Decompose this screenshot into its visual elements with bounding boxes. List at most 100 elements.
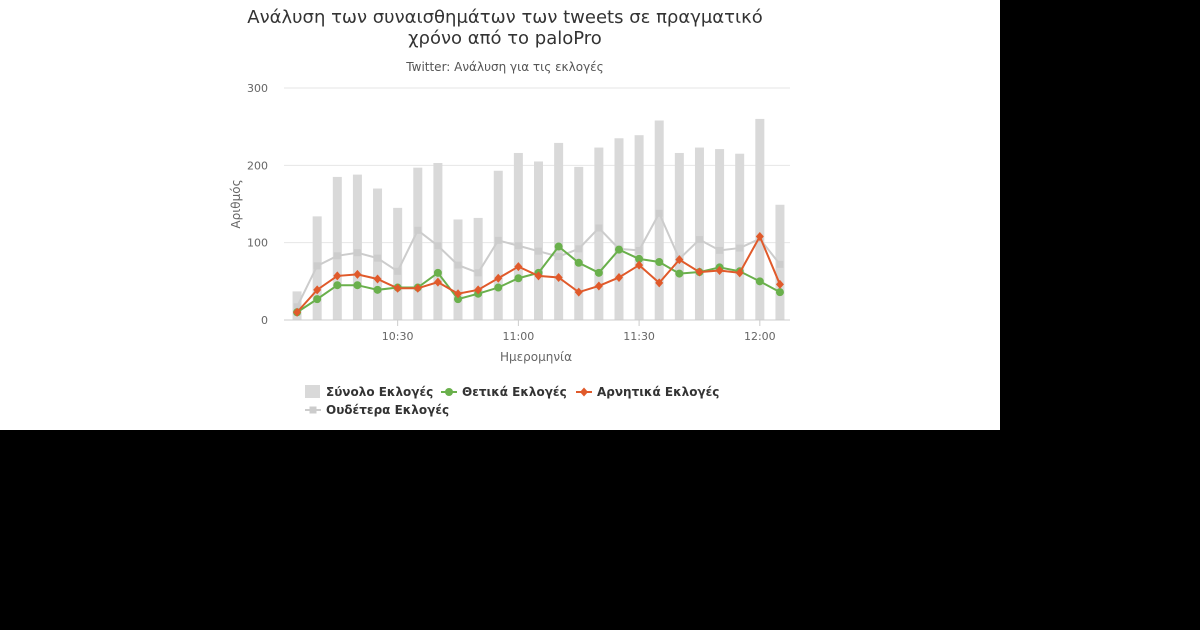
neutral-point[interactable] <box>695 236 703 244</box>
negative-point[interactable] <box>494 273 503 283</box>
negative-point[interactable] <box>735 268 744 278</box>
negative-point[interactable] <box>433 277 442 287</box>
legend-item-total[interactable]: Σύνολο Εκλογές <box>305 385 433 399</box>
positive-point[interactable] <box>675 269 684 278</box>
negative-point[interactable] <box>313 285 322 295</box>
total-bar[interactable] <box>534 161 543 320</box>
total-bar[interactable] <box>614 138 624 320</box>
total-bar[interactable] <box>352 174 362 320</box>
positive-point[interactable] <box>594 268 603 277</box>
neutral-point[interactable] <box>716 246 724 254</box>
sentiment-chart: Ανάλυση των συναισθημάτων των tweets σε … <box>229 7 790 417</box>
negative-point[interactable] <box>353 269 362 279</box>
negative-point[interactable] <box>534 271 543 281</box>
total-bar[interactable] <box>453 219 463 320</box>
axes: 0 100 200 300 10:30 11:00 11:30 12:00 <box>247 82 790 343</box>
bar-series[interactable] <box>292 118 785 320</box>
total-bar[interactable] <box>433 163 443 320</box>
total-bar[interactable] <box>373 188 383 320</box>
negative-point[interactable] <box>373 274 382 284</box>
neutral-point[interactable] <box>555 253 563 261</box>
total-bar[interactable] <box>574 166 584 320</box>
neutral-point[interactable] <box>394 267 402 275</box>
positive-point[interactable] <box>635 254 644 263</box>
total-bar[interactable] <box>513 152 523 320</box>
positive-point[interactable] <box>514 274 523 283</box>
neutral-point[interactable] <box>474 269 482 277</box>
total-bar[interactable] <box>674 152 684 320</box>
line-series[interactable] <box>293 209 784 317</box>
negative-point[interactable] <box>293 307 302 317</box>
legend-item-negative[interactable]: Αρνητικά Εκλογές <box>576 385 719 399</box>
negative-point[interactable] <box>574 287 583 297</box>
positive-point[interactable] <box>454 295 463 304</box>
total-bar[interactable] <box>735 153 745 320</box>
total-bar[interactable] <box>332 176 342 320</box>
negative-point[interactable] <box>393 283 402 293</box>
negative-point[interactable] <box>614 272 623 282</box>
neutral-point[interactable] <box>333 252 341 260</box>
y-axis-title: Αριθμός <box>229 179 243 228</box>
positive-point[interactable] <box>655 258 664 266</box>
neutral-point[interactable] <box>494 236 502 244</box>
negative-point[interactable] <box>514 262 523 272</box>
neutral-point[interactable] <box>535 247 542 255</box>
total-bar[interactable] <box>715 149 725 320</box>
neutral-point[interactable] <box>434 242 442 250</box>
legend-item-neutral[interactable]: Ουδέτερα Εκλογές <box>305 403 449 417</box>
y-tick-label: 100 <box>247 237 268 250</box>
positive-point[interactable] <box>353 281 362 290</box>
positive-point[interactable] <box>775 288 784 297</box>
negative-point[interactable] <box>554 272 563 282</box>
total-bar[interactable] <box>413 167 423 320</box>
negative-point[interactable] <box>635 260 644 270</box>
y-tick-label: 0 <box>261 314 268 327</box>
legend-label: Αρνητικά Εκλογές <box>597 385 719 399</box>
negative-point[interactable] <box>413 283 422 293</box>
neutral-point[interactable] <box>514 242 522 250</box>
neutral-point[interactable] <box>736 244 744 252</box>
positive-point[interactable] <box>433 268 442 277</box>
neutral-point[interactable] <box>414 226 422 234</box>
neutral-point[interactable] <box>776 260 784 268</box>
negative-point[interactable] <box>594 281 603 291</box>
negative-point[interactable] <box>715 266 724 276</box>
negative-point[interactable] <box>655 278 664 288</box>
neutral-point[interactable] <box>353 249 361 257</box>
total-bar[interactable] <box>755 118 765 320</box>
neutral-point[interactable] <box>313 262 321 270</box>
positive-point[interactable] <box>373 285 382 294</box>
negative-point[interactable] <box>755 231 764 241</box>
neutral-point[interactable] <box>595 224 603 232</box>
negative-point[interactable] <box>695 267 704 277</box>
legend-swatch <box>305 385 320 398</box>
positive-point[interactable] <box>755 277 764 286</box>
neutral-point[interactable] <box>293 303 301 311</box>
negative-point[interactable] <box>775 279 784 289</box>
total-bar[interactable] <box>393 207 403 320</box>
positive-point[interactable] <box>554 242 563 251</box>
legend[interactable]: Σύνολο Εκλογές Θετικά Εκλογές Αρνητικά Εκλ… <box>305 385 719 417</box>
total-bar[interactable] <box>554 142 564 320</box>
total-bar[interactable] <box>694 147 704 320</box>
neutral-point[interactable] <box>374 254 382 262</box>
total-bar[interactable] <box>594 147 604 320</box>
neutral-point[interactable] <box>635 246 643 254</box>
negative-point[interactable] <box>474 285 483 295</box>
total-bar[interactable] <box>654 120 664 320</box>
negative-point[interactable] <box>454 289 463 299</box>
negative-point[interactable] <box>675 255 684 265</box>
neutral-point[interactable] <box>655 209 663 217</box>
total-bar[interactable] <box>493 170 503 320</box>
positive-point[interactable] <box>313 295 322 304</box>
negative-point[interactable] <box>333 271 342 281</box>
total-bar[interactable] <box>473 217 483 320</box>
positive-point[interactable] <box>494 283 503 292</box>
neutral-point[interactable] <box>454 261 462 269</box>
legend-item-positive[interactable]: Θετικά Εκλογές <box>441 385 567 399</box>
positive-point[interactable] <box>614 245 623 254</box>
positive-point[interactable] <box>574 258 583 267</box>
positive-point[interactable] <box>333 281 342 290</box>
total-bar[interactable] <box>634 135 644 320</box>
neutral-point[interactable] <box>575 245 583 253</box>
